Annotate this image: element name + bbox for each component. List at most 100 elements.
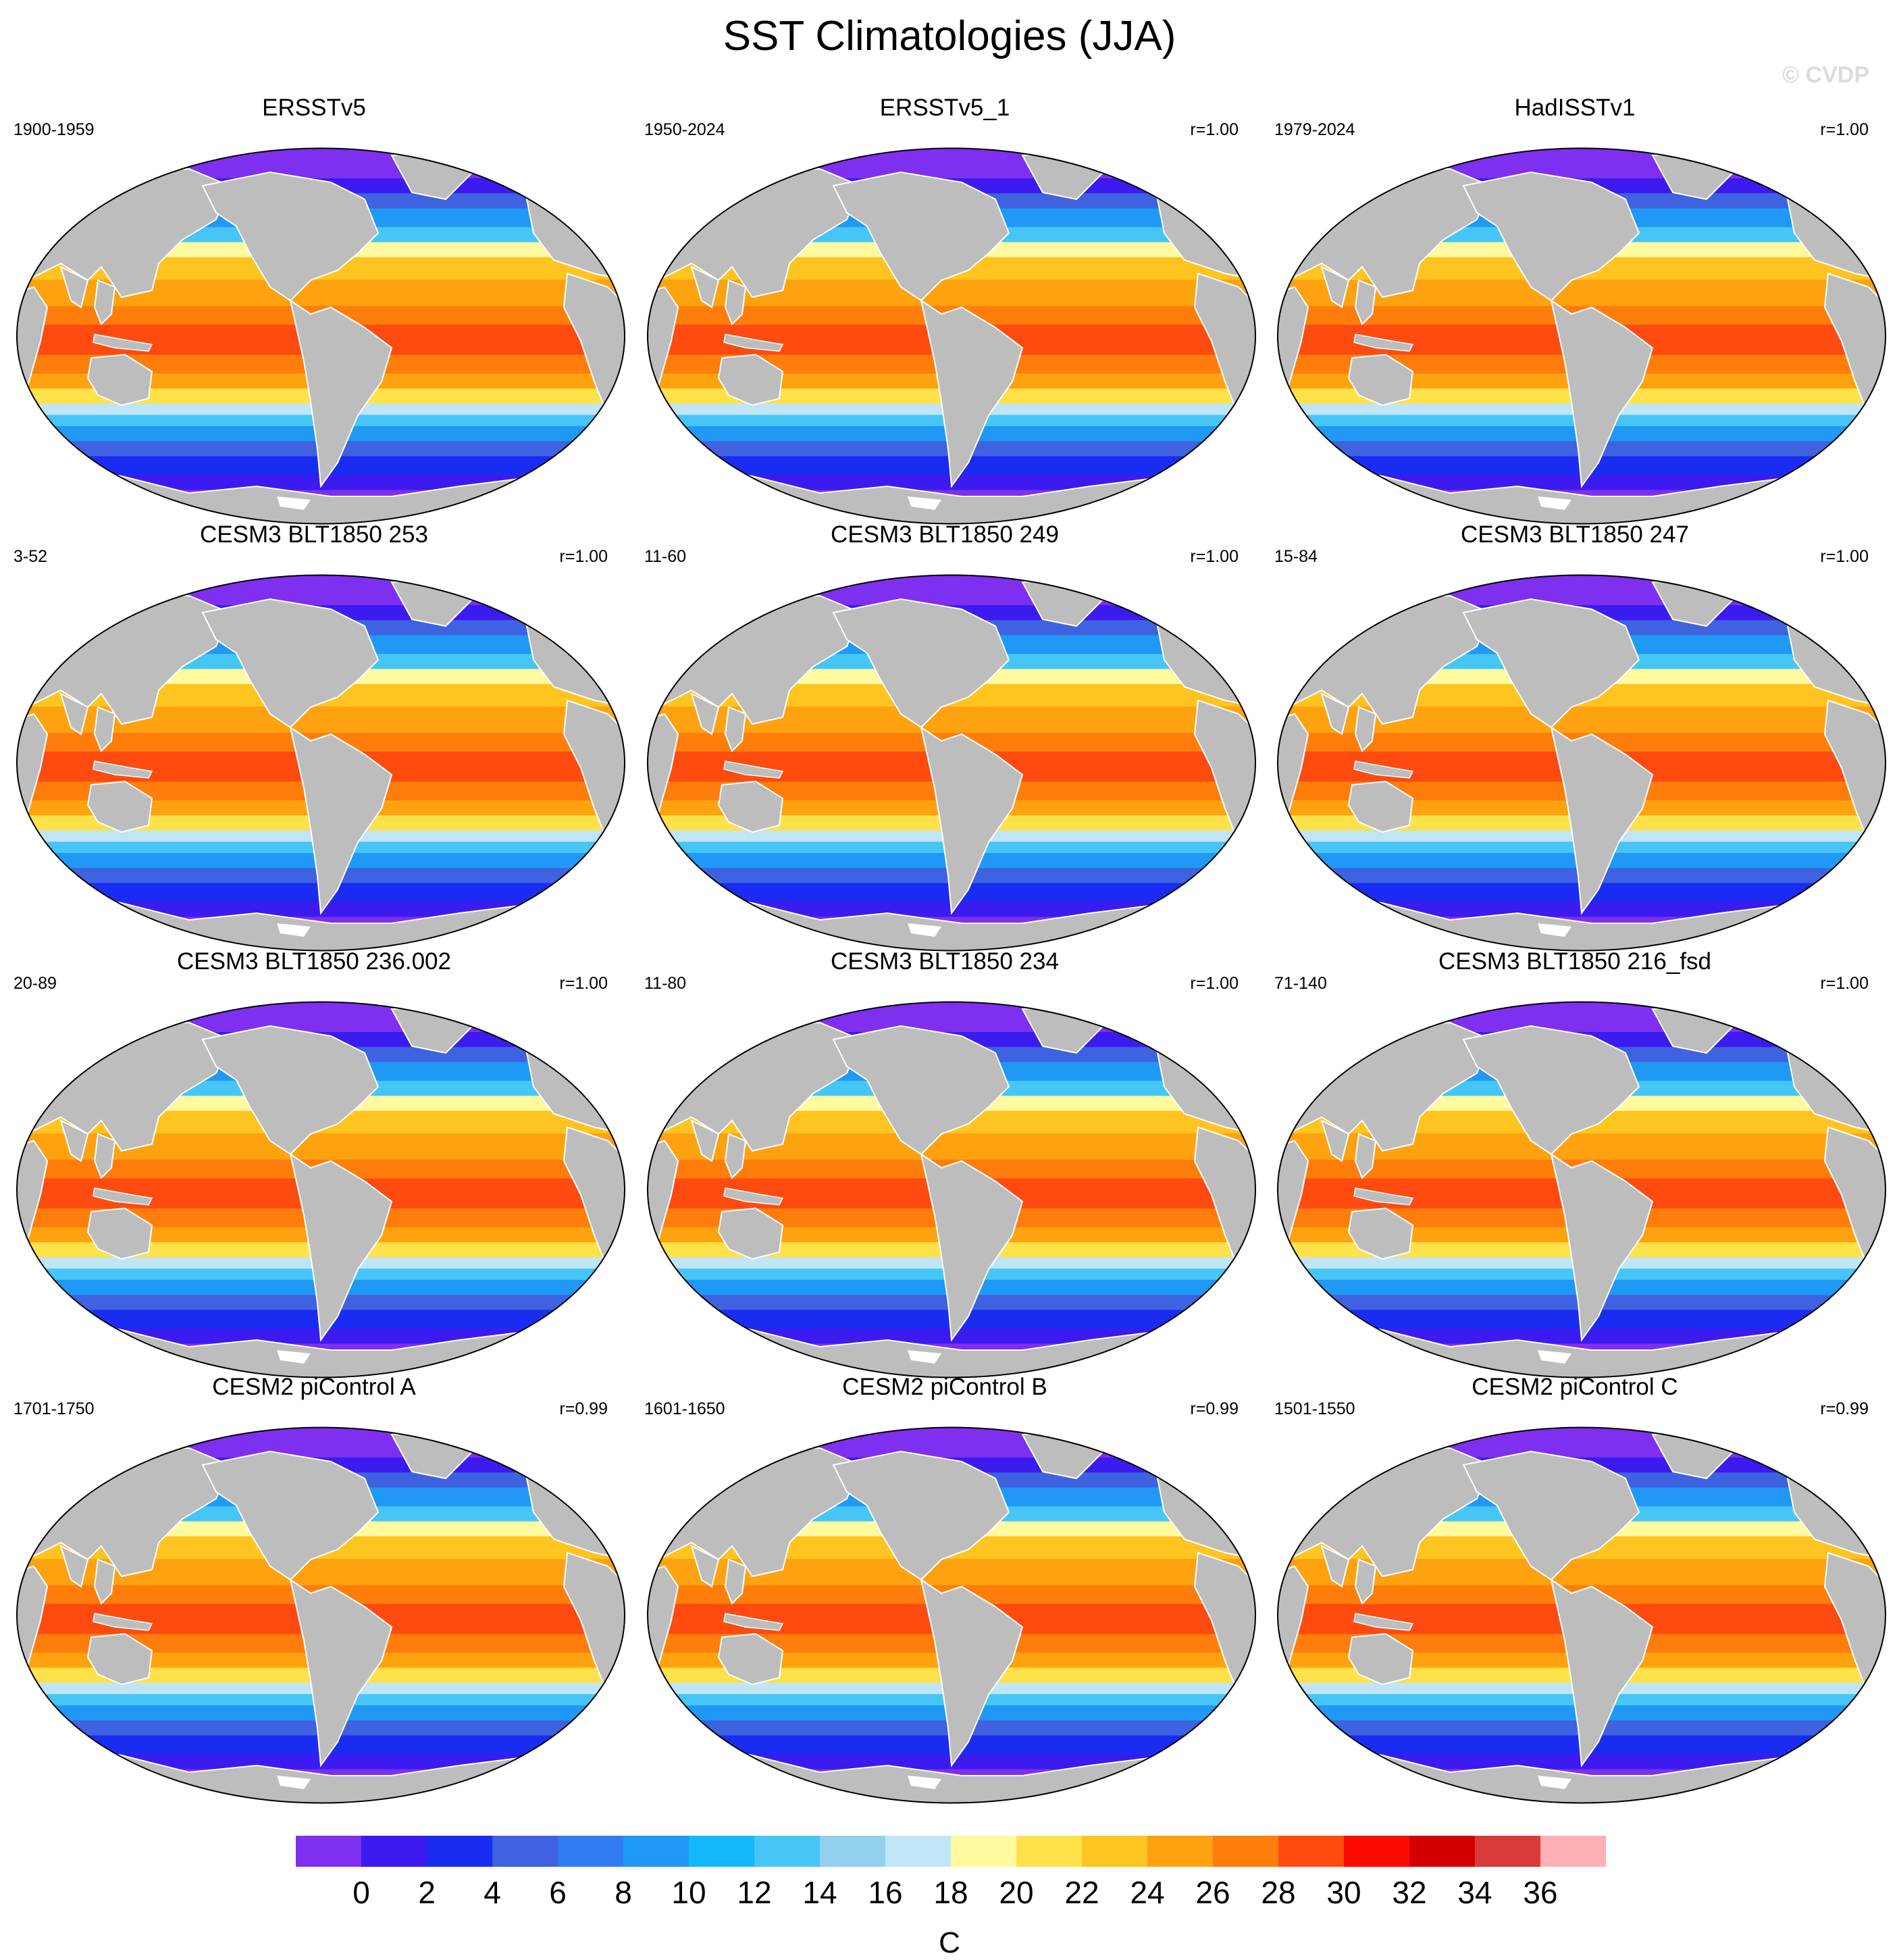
colorbar-box xyxy=(558,1836,623,1867)
colorbar-tick-label: 10 xyxy=(671,1875,706,1910)
sst-map xyxy=(16,574,625,952)
colorbar-box xyxy=(296,1836,361,1867)
colorbar-tick-label: 4 xyxy=(484,1875,501,1910)
colorbar-box xyxy=(1147,1836,1213,1867)
colorbar-box xyxy=(623,1836,689,1867)
colorbar-tick-label: 2 xyxy=(418,1875,436,1910)
colorbar-box xyxy=(689,1836,754,1867)
map-panel: CESM2 piControl C 1501-1550 r=0.99 xyxy=(1268,1374,1886,1804)
panel-title: ERSSTv5_1 xyxy=(879,95,1010,121)
colorbar-box xyxy=(361,1836,427,1867)
panel-correlation: r=1.00 xyxy=(1190,974,1239,993)
colorbar-tick-label: 28 xyxy=(1261,1875,1295,1910)
colorbar-box xyxy=(1016,1836,1082,1867)
panel-correlation: r=0.99 xyxy=(1820,1399,1869,1418)
panel-title: CESM2 piControl C xyxy=(1472,1374,1678,1400)
panel-correlation: r=1.00 xyxy=(1820,120,1869,139)
panel-period: 11-80 xyxy=(644,974,687,993)
panel-period: 1950-2024 xyxy=(644,120,725,139)
colorbar-box xyxy=(1278,1836,1344,1867)
colorbar-tick-label: 0 xyxy=(353,1875,370,1910)
colorbar-tick-label: 6 xyxy=(549,1875,567,1910)
colorbar-tick-label: 22 xyxy=(1064,1875,1099,1910)
panel-period: 1701-1750 xyxy=(14,1399,95,1418)
panel-title: HadISSTv1 xyxy=(1514,95,1636,121)
colorbar-box xyxy=(820,1836,885,1867)
colorbar-tick-label: 26 xyxy=(1195,1875,1230,1910)
colorbar-box xyxy=(1344,1836,1409,1867)
panel-title: CESM3 BLT1850 253 xyxy=(200,521,428,548)
panel-correlation: r=1.00 xyxy=(1820,974,1869,993)
colorbar-units: C xyxy=(939,1926,960,1959)
sst-map xyxy=(1277,1001,1886,1378)
panel-title: CESM2 piControl B xyxy=(842,1374,1047,1400)
panel-title: CESM3 BLT1850 216_fsd xyxy=(1438,948,1712,975)
colorbar-tick-label: 34 xyxy=(1457,1875,1492,1910)
colorbar-box xyxy=(492,1836,558,1867)
panel-correlation: r=1.00 xyxy=(1190,120,1239,139)
map-panel: CESM3 BLT1850 253 3-52 r=1.00 xyxy=(7,521,625,952)
colorbar-tick-label: 14 xyxy=(802,1875,837,1910)
panel-period: 1601-1650 xyxy=(644,1399,725,1418)
colorbar-tick-label: 12 xyxy=(737,1875,771,1910)
colorbar-tick-label: 32 xyxy=(1392,1875,1426,1910)
map-panel: CESM3 BLT1850 249 11-60 r=1.00 xyxy=(638,521,1256,952)
figure-title: SST Climatologies (JJA) xyxy=(723,13,1176,59)
panel-period: 1900-1959 xyxy=(14,120,95,139)
map-panel: CESM3 BLT1850 236.002 20-89 r=1.00 xyxy=(7,948,625,1378)
panel-correlation: r=0.99 xyxy=(1190,1399,1239,1418)
colorbar-box xyxy=(1213,1836,1278,1867)
panel-period: 11-60 xyxy=(644,547,687,566)
panel-title: ERSSTv5 xyxy=(262,95,366,121)
sst-map xyxy=(647,147,1256,525)
map-panel: CESM3 BLT1850 247 15-84 r=1.00 xyxy=(1268,521,1886,952)
sst-map xyxy=(647,1426,1256,1804)
map-panel: ERSSTv5_1 1950-2024 r=1.00 xyxy=(638,95,1256,525)
map-panel: HadISSTv1 1979-2024 r=1.00 xyxy=(1268,95,1886,525)
colorbar-tick-label: 24 xyxy=(1130,1875,1164,1910)
colorbar-tick-label: 20 xyxy=(999,1875,1033,1910)
sst-map xyxy=(647,574,1256,952)
panel-period: 1501-1550 xyxy=(1274,1399,1355,1418)
cvdp-credit: © CVDP xyxy=(1782,62,1869,88)
colorbar-box xyxy=(1475,1836,1540,1867)
panel-period: 1979-2024 xyxy=(1274,120,1355,139)
colorbar-tick-label: 30 xyxy=(1326,1875,1361,1910)
panel-title: CESM3 BLT1850 249 xyxy=(831,521,1059,548)
colorbar-box xyxy=(1409,1836,1475,1867)
map-panel: CESM2 piControl A 1701-1750 r=0.99 xyxy=(7,1374,625,1804)
colorbar-box xyxy=(754,1836,820,1867)
map-panel: CESM2 piControl B 1601-1650 r=0.99 xyxy=(638,1374,1256,1804)
colorbar-box xyxy=(1082,1836,1147,1867)
panel-correlation: r=1.00 xyxy=(1190,547,1239,566)
sst-map xyxy=(1277,147,1886,525)
map-panel: ERSSTv5 1900-1959 xyxy=(7,95,625,525)
sst-map xyxy=(16,1426,625,1804)
colorbar-tick-label: 18 xyxy=(933,1875,968,1910)
colorbar-box xyxy=(885,1836,951,1867)
panel-period: 15-84 xyxy=(1274,547,1318,566)
map-panel: CESM3 BLT1850 234 11-80 r=1.00 xyxy=(638,948,1256,1378)
colorbar-tick-label: 8 xyxy=(615,1875,632,1910)
map-panel: CESM3 BLT1850 216_fsd 71-140 r=1.00 xyxy=(1268,948,1886,1378)
sst-map xyxy=(16,147,625,525)
colorbar-box xyxy=(427,1836,492,1867)
sst-map xyxy=(1277,574,1886,952)
panel-title: CESM2 piControl A xyxy=(212,1374,416,1400)
panel-correlation: r=1.00 xyxy=(559,974,608,993)
panel-correlation: r=1.00 xyxy=(559,547,608,566)
colorbar-tick-label: 16 xyxy=(868,1875,902,1910)
colorbar-box xyxy=(951,1836,1016,1867)
panel-title: CESM3 BLT1850 236.002 xyxy=(176,948,451,975)
panel-correlation: r=0.99 xyxy=(559,1399,608,1418)
panel-period: 3-52 xyxy=(14,547,48,566)
panel-title: CESM3 BLT1850 247 xyxy=(1461,521,1689,548)
sst-map xyxy=(1277,1426,1886,1804)
sst-map xyxy=(16,1001,625,1378)
panel-period: 20-89 xyxy=(14,974,57,993)
panel-period: 71-140 xyxy=(1274,974,1327,993)
colorbar-box xyxy=(1540,1836,1606,1867)
panel-correlation: r=1.00 xyxy=(1820,547,1869,566)
sst-map xyxy=(647,1001,1256,1378)
